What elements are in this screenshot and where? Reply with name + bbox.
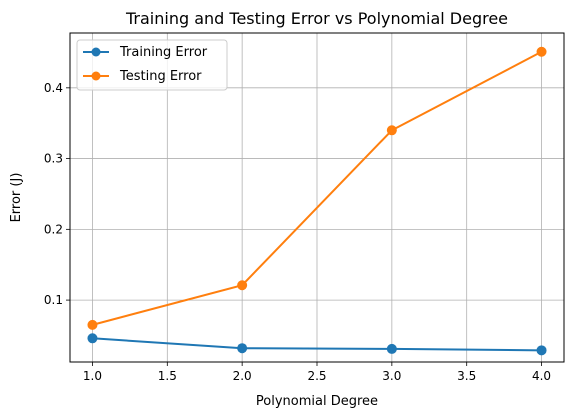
y-axis-label: Error (J)	[9, 173, 24, 223]
ticks: 1.0 1.5 2.0 2.5 3.0 3.5 4.0 0.1 0.2 0.3 0.4	[44, 81, 551, 383]
x-tick-label: 3.5	[457, 369, 476, 383]
legend-training-label: Training Error	[119, 45, 208, 60]
x-tick-label: 2.5	[307, 369, 326, 383]
testing-error-line	[92, 50, 543, 326]
testing-error-point	[386, 125, 397, 136]
legend-testing-marker	[91, 71, 101, 81]
legend: Training Error Testing Error	[76, 39, 228, 91]
testing-error-point	[237, 280, 248, 291]
y-tick-label: 0.3	[44, 152, 63, 166]
training-error-point	[386, 343, 397, 354]
training-error-point	[87, 333, 98, 344]
chart-title: Training and Testing Error vs Polynomial…	[125, 9, 508, 28]
training-error-line	[92, 337, 542, 352]
series-layer	[87, 46, 547, 356]
training-error-point	[536, 345, 547, 356]
testing-error-point	[536, 46, 547, 57]
y-tick-label: 0.4	[44, 81, 63, 95]
testing-error-point	[87, 319, 98, 330]
training-error-point	[237, 343, 248, 354]
x-tick-label: 4.0	[532, 369, 551, 383]
x-tick-label: 1.5	[158, 369, 177, 383]
legend-training-marker	[91, 47, 101, 57]
y-tick-label: 0.2	[44, 222, 63, 236]
legend-testing-label: Testing Error	[119, 69, 202, 84]
legend-box	[76, 39, 228, 91]
x-tick-label: 3.0	[382, 369, 401, 383]
x-tick-label: 1.0	[83, 369, 102, 383]
x-tick-label: 2.0	[233, 369, 252, 383]
x-axis-label: Polynomial Degree	[256, 394, 378, 409]
y-tick-label: 0.1	[44, 293, 63, 307]
